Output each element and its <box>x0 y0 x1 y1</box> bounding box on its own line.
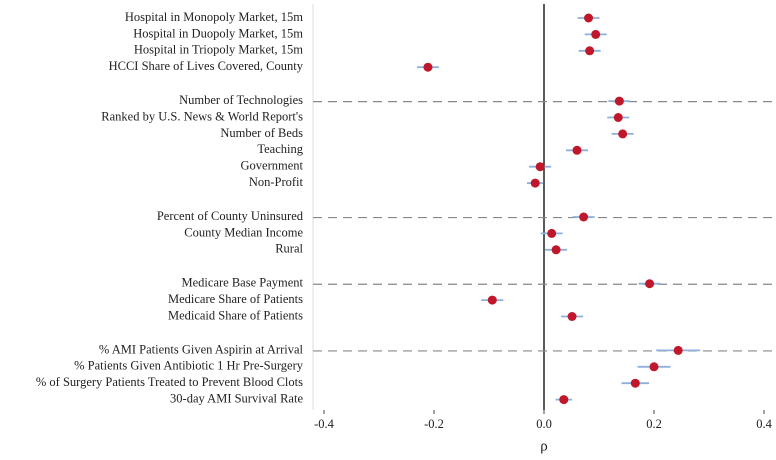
point <box>649 362 659 372</box>
x-axis-label: ρ <box>540 438 548 454</box>
point <box>585 46 595 56</box>
point <box>547 228 557 238</box>
row-label: % Patients Given Antibiotic 1 Hr Pre-Sur… <box>74 359 304 373</box>
x-tick-label: 0.0 <box>536 417 552 431</box>
row-label: Medicaid Share of Patients <box>168 308 303 322</box>
point <box>645 279 655 289</box>
point <box>551 245 561 255</box>
row-label: Medicare Share of Patients <box>168 292 303 306</box>
point <box>591 29 601 39</box>
row-label: Number of Beds <box>220 126 303 140</box>
point <box>614 96 624 106</box>
row-label: County Median Income <box>184 225 303 239</box>
point <box>572 145 582 155</box>
point <box>618 129 628 139</box>
row-label: Government <box>241 159 304 173</box>
point <box>630 378 640 388</box>
point <box>584 13 594 23</box>
point <box>530 178 540 188</box>
x-tick-label: -0.4 <box>314 417 335 431</box>
row-label: Ranked by U.S. News & World Report's <box>101 109 303 123</box>
point <box>423 62 433 72</box>
point <box>613 113 623 122</box>
row-label: 30-day AMI Survival Rate <box>170 391 303 405</box>
point <box>567 312 577 321</box>
row-label: Rural <box>275 242 303 256</box>
row-label: HCCI Share of Lives Covered, County <box>109 59 304 73</box>
row-label: Non-Profit <box>249 175 304 189</box>
row-label: Hospital in Triopoly Market, 15m <box>134 43 303 57</box>
row-label: % of Surgery Patients Treated to Prevent… <box>36 375 303 389</box>
point <box>535 162 545 172</box>
row-label: Hospital in Monopoly Market, 15m <box>125 10 303 24</box>
row-label: Hospital in Duopoly Market, 15m <box>133 26 303 40</box>
point <box>487 295 497 305</box>
row-label: Number of Technologies <box>179 93 303 107</box>
point <box>673 345 683 355</box>
row-label: % AMI Patients Given Aspirin at Arrival <box>99 342 304 356</box>
x-tick-label: 0.4 <box>756 417 772 431</box>
point <box>559 395 569 405</box>
x-tick-label: 0.2 <box>646 417 662 431</box>
x-tick-label: -0.2 <box>424 417 444 431</box>
row-label: Medicare Base Payment <box>182 276 304 290</box>
row-label: Percent of County Uninsured <box>157 209 304 223</box>
point <box>579 212 589 222</box>
row-label: Teaching <box>257 142 303 156</box>
